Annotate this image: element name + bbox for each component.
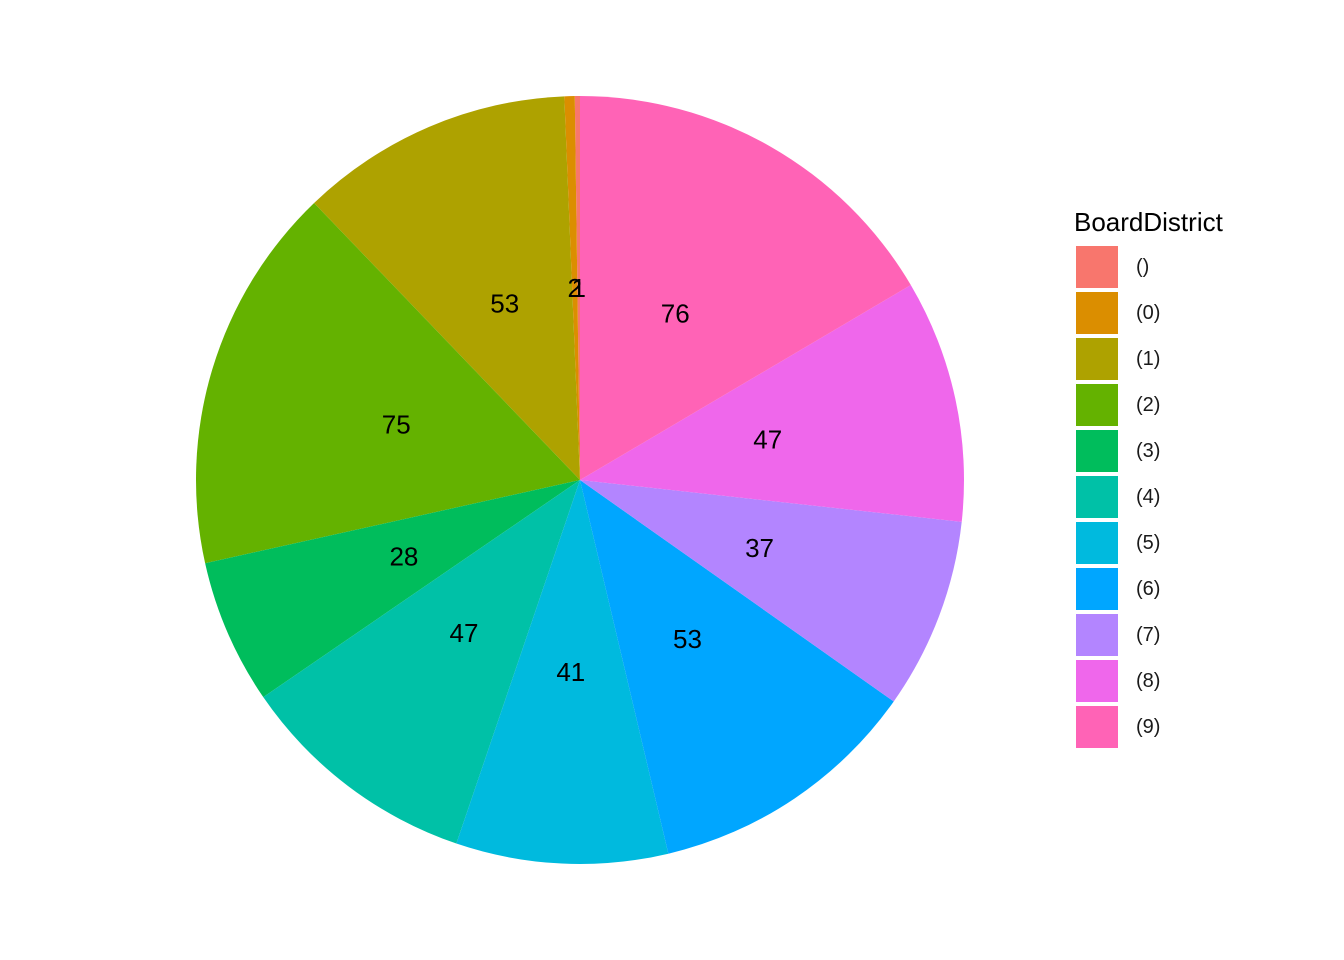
legend-key xyxy=(1076,292,1118,334)
pie-slice-10 xyxy=(580,96,911,480)
slice-value-label: 28 xyxy=(389,541,418,571)
pie-slice-1 xyxy=(564,96,580,480)
legend-label: (4) xyxy=(1136,485,1161,508)
legend-item: (3) xyxy=(1074,428,1223,474)
pie-slices xyxy=(195,96,965,864)
legend-key xyxy=(1076,384,1118,426)
slice-value-label: 1 xyxy=(571,273,585,303)
slice-value-label: 47 xyxy=(753,425,782,455)
legend-label: (8) xyxy=(1136,669,1161,692)
legend-label: (7) xyxy=(1136,623,1161,646)
legend-key xyxy=(1076,660,1118,702)
slice-value-label: 53 xyxy=(490,288,519,318)
pie-slice-2 xyxy=(314,96,580,480)
legend-item: (2) xyxy=(1074,382,1223,428)
pie-slice-4 xyxy=(205,480,580,698)
legend-key xyxy=(1076,568,1118,610)
legend: BoardDistrict () (0) (1) (2) (3) (4) (5) (6) (7)… xyxy=(1074,204,1223,750)
legend-key xyxy=(1076,614,1118,656)
legend-item: () xyxy=(1074,244,1223,290)
legend-label: (5) xyxy=(1136,531,1161,554)
legend-label: (9) xyxy=(1136,715,1161,738)
pie-slice-9 xyxy=(580,284,965,522)
slice-labels: 12 53 75 28 47 41 53 37 47 76 xyxy=(382,273,782,687)
pie-slice-5 xyxy=(263,480,580,844)
legend-item: (4) xyxy=(1074,474,1223,520)
pie-slice-6 xyxy=(456,480,669,864)
slice-value-label: 41 xyxy=(556,657,585,687)
legend-key xyxy=(1076,706,1118,748)
pie-slice-7 xyxy=(580,480,894,854)
legend-key xyxy=(1076,476,1118,518)
legend-key xyxy=(1076,246,1118,288)
slice-value-label: 47 xyxy=(450,618,479,648)
legend-label: () xyxy=(1136,255,1150,278)
legend-key xyxy=(1076,430,1118,472)
legend-item: (6) xyxy=(1074,566,1223,612)
slice-value-label: 76 xyxy=(661,298,690,328)
pie-slice-8 xyxy=(580,480,962,702)
slice-value-label: 2 xyxy=(568,273,582,303)
legend-item: (1) xyxy=(1074,336,1223,382)
legend-item: (9) xyxy=(1074,704,1223,750)
legend-key xyxy=(1076,338,1118,380)
legend-key xyxy=(1076,522,1118,564)
legend-item: (0) xyxy=(1074,290,1223,336)
legend-item: (5) xyxy=(1074,520,1223,566)
legend-label: (2) xyxy=(1136,393,1161,416)
pie-slice-3 xyxy=(195,202,581,564)
legend-title: BoardDistrict xyxy=(1074,207,1223,237)
slice-value-label: 75 xyxy=(382,409,411,439)
slice-value-label: 37 xyxy=(745,533,774,563)
legend-label: (3) xyxy=(1136,439,1161,462)
legend-label: (0) xyxy=(1136,301,1161,324)
legend-item: (7) xyxy=(1074,612,1223,658)
legend-item: (8) xyxy=(1074,658,1223,704)
legend-label: (1) xyxy=(1136,347,1161,370)
slice-value-label: 53 xyxy=(673,624,702,654)
legend-items: () (0) (1) (2) (3) (4) (5) (6) (7) (8) (9) xyxy=(1074,244,1223,750)
pie-slice-0 xyxy=(574,96,580,480)
legend-label: (6) xyxy=(1136,577,1161,600)
